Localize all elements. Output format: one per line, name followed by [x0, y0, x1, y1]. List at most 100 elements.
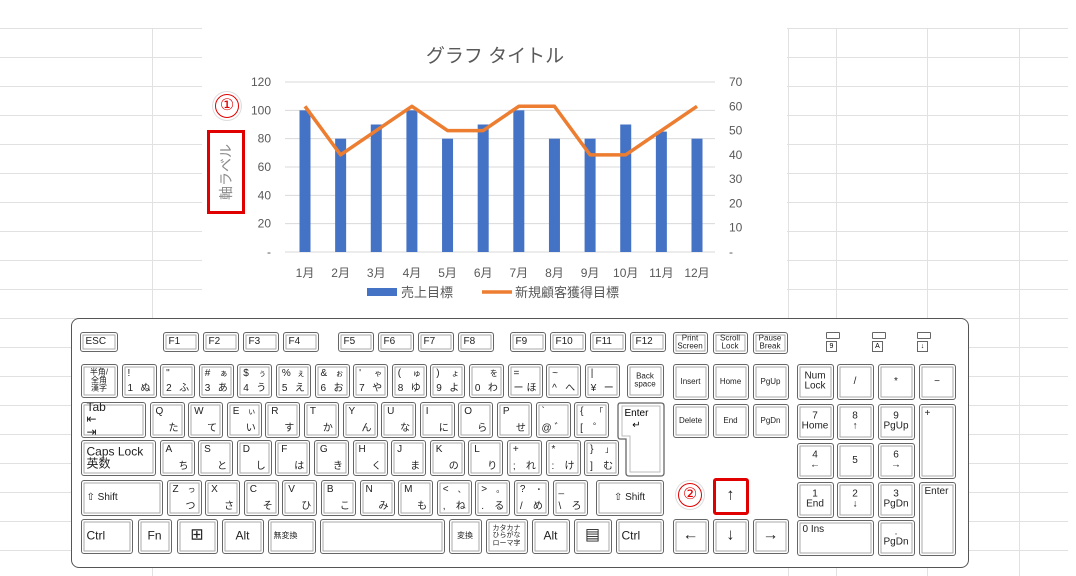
key-num-row[interactable]: = ーほ [507, 363, 543, 398]
key-right-ctrl[interactable]: Ctrl [615, 518, 664, 554]
key-f6[interactable]: F6 [377, 331, 414, 352]
key-f8[interactable]: F8 [457, 331, 494, 352]
key-num-row[interactable]: ~ ^ へ [546, 363, 582, 398]
key-numpad[interactable]: 8 ↑ [836, 403, 874, 440]
key-caps-lock[interactable]: Caps Lock 英数 [80, 439, 156, 476]
key-arrow-up[interactable]: ↑ [712, 477, 749, 515]
key-num-row[interactable]: | ¥ ー [584, 363, 620, 398]
key-f2[interactable]: F2 [202, 331, 239, 352]
key-numpad[interactable]: − [918, 363, 956, 400]
key->[interactable]: > 。. る [475, 479, 511, 516]
key-f1[interactable]: F1 [162, 331, 199, 352]
key-print-screen[interactable]: Print Screen [672, 331, 708, 354]
key-numpad[interactable]: Enter [918, 481, 956, 556]
key-num-row[interactable]: & ぉ 6 お [314, 363, 350, 398]
key-left-alt[interactable]: Alt [221, 518, 264, 554]
key-}[interactable]: } 」] む [584, 439, 620, 476]
key-henkan[interactable]: 変換 [448, 518, 482, 554]
key-numpad[interactable]: 6 → [877, 442, 915, 479]
key-numpad[interactable]: Num Lock [796, 363, 834, 400]
key-tab[interactable]: Tab ⇤ ⇥ [80, 401, 146, 438]
key-pgup[interactable]: PgUp [752, 363, 789, 400]
key-muhenkan[interactable]: 無変換 [267, 518, 316, 554]
key-left-shift[interactable]: ⇧ Shift [80, 479, 163, 516]
key-num-row[interactable]: % ぇ 5 え [275, 363, 311, 398]
key-right-alt[interactable]: Alt [531, 518, 570, 554]
key-{[interactable]: {「 [゜ [574, 401, 610, 438]
key-num-row[interactable]: (ゅ 8 ゆ [391, 363, 427, 398]
key-numpad[interactable]: 5 [836, 442, 874, 479]
key-end[interactable]: End [712, 403, 749, 438]
key-katakana-hiragana[interactable]: カタカナ ひらがな ローマ字 [485, 518, 528, 554]
key-numpad[interactable]: + [918, 403, 956, 479]
key-f3[interactable]: F3 [242, 331, 279, 352]
key-`[interactable]: ` @ ゛ [535, 401, 571, 438]
key-numpad[interactable]: 0 Ins [796, 519, 874, 556]
key-num-row[interactable]: ) ょ 9 よ [430, 363, 466, 398]
key-+[interactable]: +; れ [506, 439, 542, 476]
key-numpad[interactable]: 2 ↓ [836, 481, 874, 518]
key-f10[interactable]: F10 [549, 331, 586, 352]
key-windows[interactable]: ⊞ [176, 518, 218, 554]
key-f5[interactable]: F5 [337, 331, 374, 352]
key-num-row[interactable]: Back space [626, 363, 664, 398]
key-enter[interactable]: Enter ↵ [616, 401, 665, 477]
axis-title-highlight[interactable]: 軸ラベル [207, 130, 245, 214]
key-numpad[interactable]: 7 Home [796, 403, 834, 440]
y-axis-title[interactable]: 軸ラベル [218, 144, 234, 200]
key-fn[interactable]: Fn [137, 518, 172, 554]
key-delete[interactable]: Delete [672, 403, 709, 438]
key-left-ctrl[interactable]: Ctrl [80, 518, 133, 554]
key-num-row[interactable]: # ぁ 3 あ [198, 363, 234, 398]
key-numpad[interactable]: / [836, 363, 874, 400]
key-space[interactable] [319, 518, 445, 554]
key-home[interactable]: Home [712, 363, 749, 400]
key-scroll-lock[interactable]: Scroll Lock [712, 331, 748, 354]
key-arrow-left[interactable]: ← [672, 518, 709, 554]
key-numpad[interactable]: 4 ← [796, 442, 834, 479]
key-pgdn[interactable]: PgDn [752, 403, 789, 438]
chart-area[interactable]: グラフ タイトル - 20 40 60 80 100 120 - 10 20 30 40 50 60 70 1月… [202, 28, 787, 318]
key-numpad[interactable]: 1 End [796, 481, 834, 518]
key-f7[interactable]: F7 [417, 331, 454, 352]
key-*[interactable]: *: け [545, 439, 581, 476]
key-arrow-right[interactable]: → [752, 518, 789, 554]
key-numpad[interactable]: * [877, 363, 915, 400]
key-pause-break[interactable]: Pause Break [752, 331, 788, 354]
key-_[interactable]: _ \ ろ [552, 479, 588, 516]
key-?[interactable]: ? ・ / め [513, 479, 549, 516]
key-f11[interactable]: F11 [589, 331, 626, 352]
key-num-row[interactable]: " 2 ふ [160, 363, 196, 398]
key-right-shift[interactable]: ⇧ Shift [595, 479, 664, 516]
key-f9[interactable]: F9 [509, 331, 546, 352]
key-f12[interactable]: F12 [629, 331, 666, 352]
key-menu[interactable]: ▤ [573, 518, 612, 554]
key-<[interactable]: < 、, ね [436, 479, 472, 516]
